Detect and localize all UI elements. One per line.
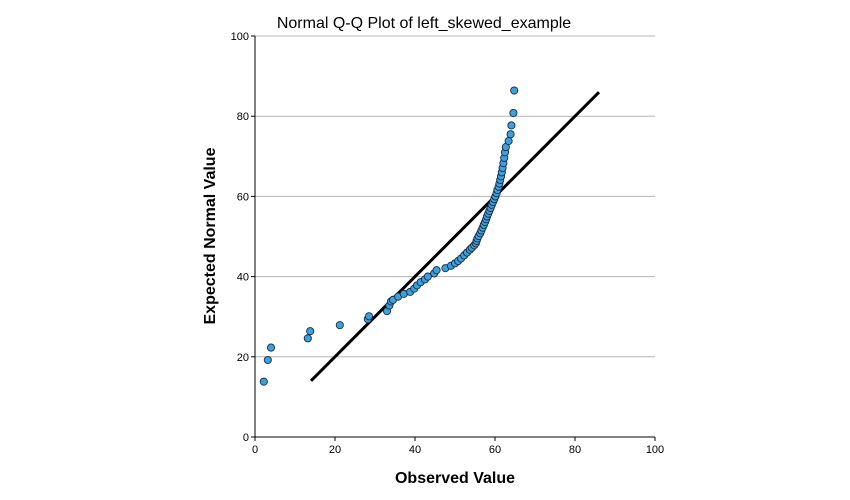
- data-point: [504, 137, 513, 146]
- x-tick-label: 40: [409, 444, 421, 456]
- y-tick-label: 0: [243, 432, 249, 444]
- y-tick-label: 100: [231, 31, 249, 43]
- grid-lines: [255, 35, 655, 358]
- data-point: [510, 86, 519, 95]
- data-point: [306, 327, 315, 336]
- tick-labels: 0 20 40 60 80 100 0 20 40 60 80 100: [231, 31, 665, 456]
- data-point: [266, 343, 276, 352]
- x-tick-label: 100: [646, 444, 664, 456]
- data-point: [335, 321, 344, 330]
- x-tick-label: 80: [569, 444, 581, 456]
- data-point: [259, 377, 268, 386]
- axes: [254, 36, 655, 438]
- chart-title: Normal Q-Q Plot of left_skewed_example: [277, 15, 571, 32]
- x-tick-label: 0: [252, 444, 258, 456]
- x-axis-label: Observed Value: [395, 470, 515, 487]
- data-point: [506, 130, 515, 139]
- y-tick-label: 40: [237, 272, 249, 284]
- y-axis-label: Expected Normal Value: [202, 147, 219, 324]
- data-point: [303, 334, 312, 343]
- x-tick-label: 60: [489, 444, 501, 456]
- y-tick-label: 80: [237, 111, 249, 123]
- data-point: [432, 266, 441, 275]
- x-tick-label: 20: [329, 444, 341, 456]
- reference-line-group: [309, 91, 601, 382]
- y-tick-label: 20: [237, 352, 249, 364]
- reference-line: [309, 91, 601, 382]
- data-point: [509, 108, 518, 118]
- data-point: [507, 121, 516, 130]
- data-point: [364, 312, 374, 321]
- data-point: [263, 355, 272, 365]
- data-point: [423, 272, 432, 281]
- y-tick-label: 60: [237, 191, 249, 203]
- data-points: [259, 86, 519, 386]
